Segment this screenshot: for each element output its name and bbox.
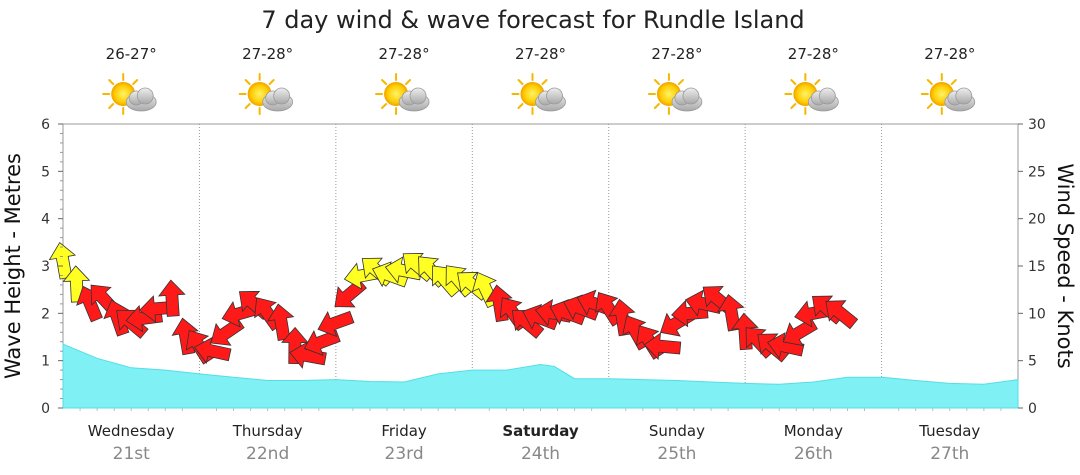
y-left-tick-label: 2 (41, 306, 50, 322)
partly-cloudy-icon (647, 73, 703, 115)
day-label: Saturday (502, 422, 579, 440)
date-label: 22nd (246, 444, 289, 464)
temperature-label: 27-28° (515, 45, 566, 63)
date-label: 25th (657, 444, 696, 464)
partly-cloudy-icon (238, 73, 294, 115)
y-right-tick-label: 20 (1028, 212, 1046, 228)
date-label: 23rd (385, 444, 424, 464)
temperature-label: 27-28° (379, 45, 430, 63)
y-axis-right-title: Wind Speed - Knots (1053, 163, 1077, 368)
day-label: Sunday (649, 422, 705, 440)
y-right-tick-label: 0 (1028, 401, 1037, 417)
temperature-label: 26-27° (106, 45, 157, 63)
day-label: Tuesday (918, 422, 980, 440)
temperature-label: 27-28° (651, 45, 702, 63)
date-label: 24th (521, 444, 560, 464)
temperature-label: 27-28° (924, 45, 975, 63)
wind-arrow-shape (643, 332, 682, 360)
y-right-tick-label: 10 (1028, 306, 1046, 322)
temperature-label: 27-28° (788, 45, 839, 63)
wind-arrow (289, 341, 327, 369)
plot-area (62, 123, 1019, 409)
wind-arrow-shape (158, 279, 186, 317)
wind-arrow (158, 279, 186, 317)
wind-arrow (317, 310, 355, 338)
partly-cloudy-icon (375, 73, 431, 115)
day-label: Friday (381, 422, 427, 440)
y-left-tick-label: 1 (41, 354, 50, 370)
y-left-tick-label: 6 (41, 117, 50, 133)
partly-cloudy-icon (920, 73, 976, 115)
wind-arrow-shape (825, 300, 859, 330)
y-right-tick-label: 30 (1028, 117, 1046, 133)
wind-arrow (825, 300, 859, 330)
wind-arrow-shape (511, 309, 545, 339)
wind-arrow (193, 336, 232, 364)
y-left-tick-label: 0 (41, 401, 50, 417)
partly-cloudy-icon (102, 73, 158, 115)
day-label: Thursday (232, 422, 303, 440)
day-label: Monday (784, 422, 843, 440)
partly-cloudy-icon (784, 73, 840, 115)
y-right-tick-label: 25 (1028, 164, 1046, 180)
wave-height-area (62, 343, 1019, 409)
date-label: 26th (794, 444, 833, 464)
chart-title: 7 day wind & wave forecast for Rundle Is… (261, 6, 804, 34)
wind-arrow (643, 332, 682, 360)
wind-arrow-shape (317, 310, 355, 338)
date-label: 21st (113, 444, 150, 464)
day-label: Wednesday (88, 422, 175, 440)
y-left-tick-label: 5 (41, 164, 50, 180)
y-axis-left-title: Wave Height - Metres (1, 153, 25, 379)
y-left-tick-label: 3 (41, 259, 50, 275)
wind-arrow (511, 309, 545, 339)
y-right-tick-label: 15 (1028, 259, 1046, 275)
temperature-label: 27-28° (242, 45, 293, 63)
date-label: 27th (930, 444, 969, 464)
wind-arrow-shape (193, 336, 232, 364)
y-left-tick-label: 4 (41, 212, 50, 228)
wind-arrow-shape (289, 341, 327, 369)
y-right-tick-label: 5 (1028, 354, 1037, 370)
partly-cloudy-icon (511, 73, 567, 115)
